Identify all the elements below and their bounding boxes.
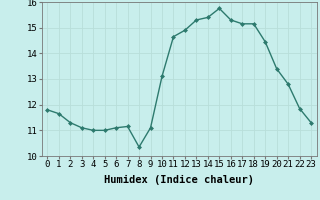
X-axis label: Humidex (Indice chaleur): Humidex (Indice chaleur) <box>104 175 254 185</box>
